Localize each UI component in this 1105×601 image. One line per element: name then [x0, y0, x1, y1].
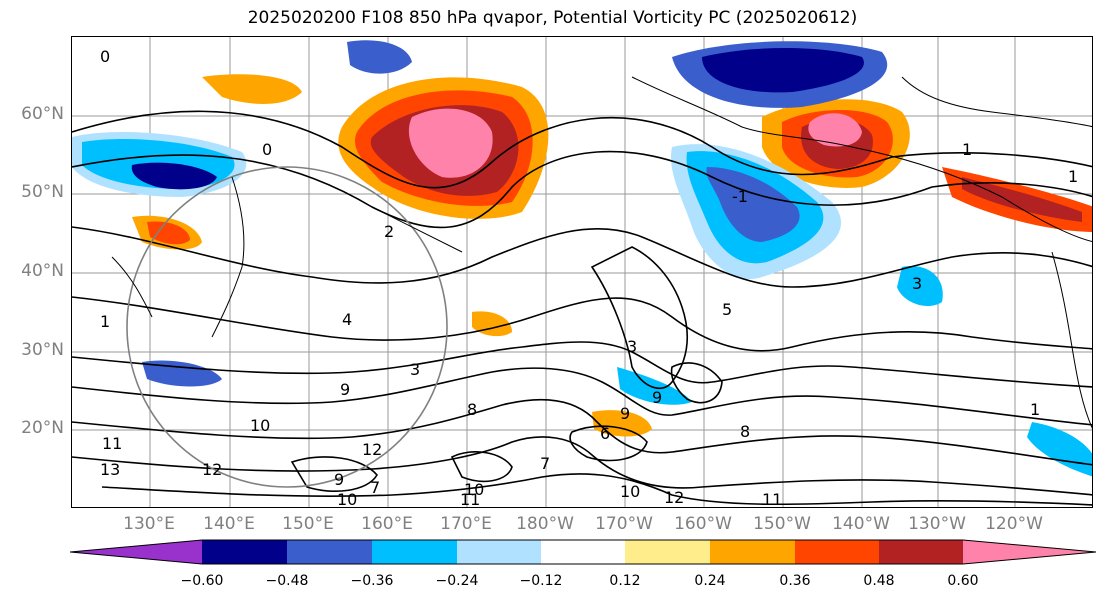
- contour-label: 3: [627, 337, 637, 356]
- colorbar-segment: [541, 540, 625, 564]
- lon-label-160w: 160°W: [674, 514, 732, 534]
- contour-label: 7: [370, 478, 380, 497]
- shade-blob-east-china-inner: [147, 221, 190, 245]
- contour-labels: 0 0 1 1 -1 2 4 3 3 9 8 5 3 10 11 12 12 1…: [100, 47, 1078, 508]
- colorbar-tick-label: 0.36: [779, 573, 811, 589]
- colorbar-tick-label: 0.60: [947, 573, 979, 589]
- lat-label-50n: 50°N: [21, 182, 64, 202]
- shade-blob-subtropic-c: [617, 367, 692, 405]
- contour-label: 1: [1068, 167, 1078, 186]
- contour-label: 10: [337, 490, 357, 508]
- colorbar-outline: [70, 539, 1096, 565]
- colorbar-segment: [795, 540, 879, 564]
- colorbar-segment: [202, 540, 287, 564]
- lon-label-130w: 130°W: [908, 514, 966, 534]
- shade-blob-sw-small: [472, 311, 512, 337]
- contour-label: 12: [202, 460, 222, 479]
- lon-label-170w: 170°W: [595, 514, 653, 534]
- colorbar-tick-label: 0.12: [609, 573, 641, 589]
- lon-label-170e: 170°E: [440, 514, 492, 534]
- colorbar-segment: [287, 540, 372, 564]
- lat-label-40n: 40°N: [21, 261, 64, 281]
- colorbar-tick-label: −0.60: [180, 573, 224, 589]
- contour-label: 3: [912, 274, 922, 293]
- colorbar-segment: [963, 540, 1096, 564]
- map-title: 2025020200 F108 850 hPa qvapor, Potentia…: [247, 8, 858, 28]
- colorbar: [70, 539, 1096, 565]
- lon-label-130e: 130°E: [123, 514, 175, 534]
- lon-label-180w: 180°W: [516, 514, 574, 534]
- map-svg: 0 0 1 1 -1 2 4 3 3 9 8 5 3 10 11 12 12 1…: [72, 37, 1092, 508]
- contour-label: 12: [362, 440, 382, 459]
- shade-blob-okhotsk-core: [131, 162, 217, 190]
- colorbar-tick-label: −0.12: [519, 573, 563, 589]
- map-panel: 0 0 1 1 -1 2 4 3 3 9 8 5 3 10 11 12 12 1…: [71, 36, 1093, 508]
- lon-label-140e: 140°E: [203, 514, 255, 534]
- contour-label: 7: [540, 454, 550, 473]
- shade-blob-gulf-alaska-peak: [808, 113, 862, 147]
- shade-blob-kamchatka-peak: [408, 108, 493, 178]
- colorbar-segment: [710, 540, 795, 564]
- shade-blob-subtropic-w: [142, 360, 222, 387]
- lat-label-30n: 30°N: [21, 340, 64, 360]
- coastlines: [111, 76, 1092, 429]
- colorbar-tick-label: 0.48: [863, 573, 895, 589]
- lat-label-20n: 20°N: [21, 418, 64, 438]
- contour-label: 5: [722, 300, 732, 319]
- contour-label: 1: [100, 312, 110, 331]
- colorbar-segment: [625, 540, 710, 564]
- contour-label: 13: [100, 460, 120, 479]
- lon-label-160e: 160°E: [361, 514, 413, 534]
- lat-label-60n: 60°N: [21, 104, 64, 124]
- contour-label: 9: [652, 388, 662, 407]
- shade-blob-central: [592, 410, 652, 437]
- contour-label: 3: [410, 360, 420, 379]
- shade-blob-nw: [202, 74, 302, 104]
- lon-label-120w: 120°W: [985, 514, 1043, 534]
- contour-label: 4: [342, 310, 352, 329]
- contour-label: 11: [460, 490, 480, 508]
- shade-blob-tuesday: [897, 266, 943, 307]
- contour-label: 9: [340, 380, 350, 399]
- contour-label: 6: [600, 424, 610, 443]
- colorbar-tick-label: −0.36: [350, 573, 394, 589]
- contour-label: 2: [384, 222, 394, 241]
- colorbar-segment: [457, 540, 541, 564]
- colorbar-segments: [70, 539, 1096, 565]
- contour-label: 11: [102, 434, 122, 453]
- contour-label: 12: [664, 488, 684, 507]
- lon-label-140w: 140°W: [832, 514, 890, 534]
- graticule: [72, 37, 1092, 507]
- contour-label: 10: [250, 416, 270, 435]
- shade-blob-nw-small: [347, 40, 412, 74]
- contour-label: -1: [732, 187, 748, 206]
- colorbar-segment: [372, 540, 457, 564]
- contour-label: 0: [100, 47, 110, 66]
- shade-blob-bc-coast-core: [962, 177, 1082, 222]
- lon-label-150w: 150°W: [753, 514, 811, 534]
- pv-contours: [72, 110, 1092, 506]
- contour-label: 8: [740, 422, 750, 441]
- lon-label-150e: 150°E: [282, 514, 334, 534]
- contour-label: 10: [620, 482, 640, 501]
- colorbar-segment: [879, 540, 963, 564]
- contour-label: 11: [762, 490, 782, 508]
- contour-label: 10: [464, 480, 484, 499]
- colorbar-segment: [70, 540, 202, 564]
- colorbar-tick-label: −0.24: [435, 573, 479, 589]
- contour-label: 8: [467, 400, 477, 419]
- contour-label: 1: [1030, 400, 1040, 419]
- contour-label: 9: [334, 470, 344, 489]
- contour-label: 9: [620, 404, 630, 423]
- colorbar-tick-label: −0.48: [265, 573, 309, 589]
- shading-positive: [132, 74, 1092, 437]
- shading-negative: [72, 40, 1092, 477]
- range-ring: [126, 166, 448, 488]
- contour-label: 0: [262, 140, 272, 159]
- colorbar-tick-label: 0.24: [694, 573, 726, 589]
- shade-blob-bering-core: [702, 48, 864, 93]
- contour-label: 1: [962, 140, 972, 159]
